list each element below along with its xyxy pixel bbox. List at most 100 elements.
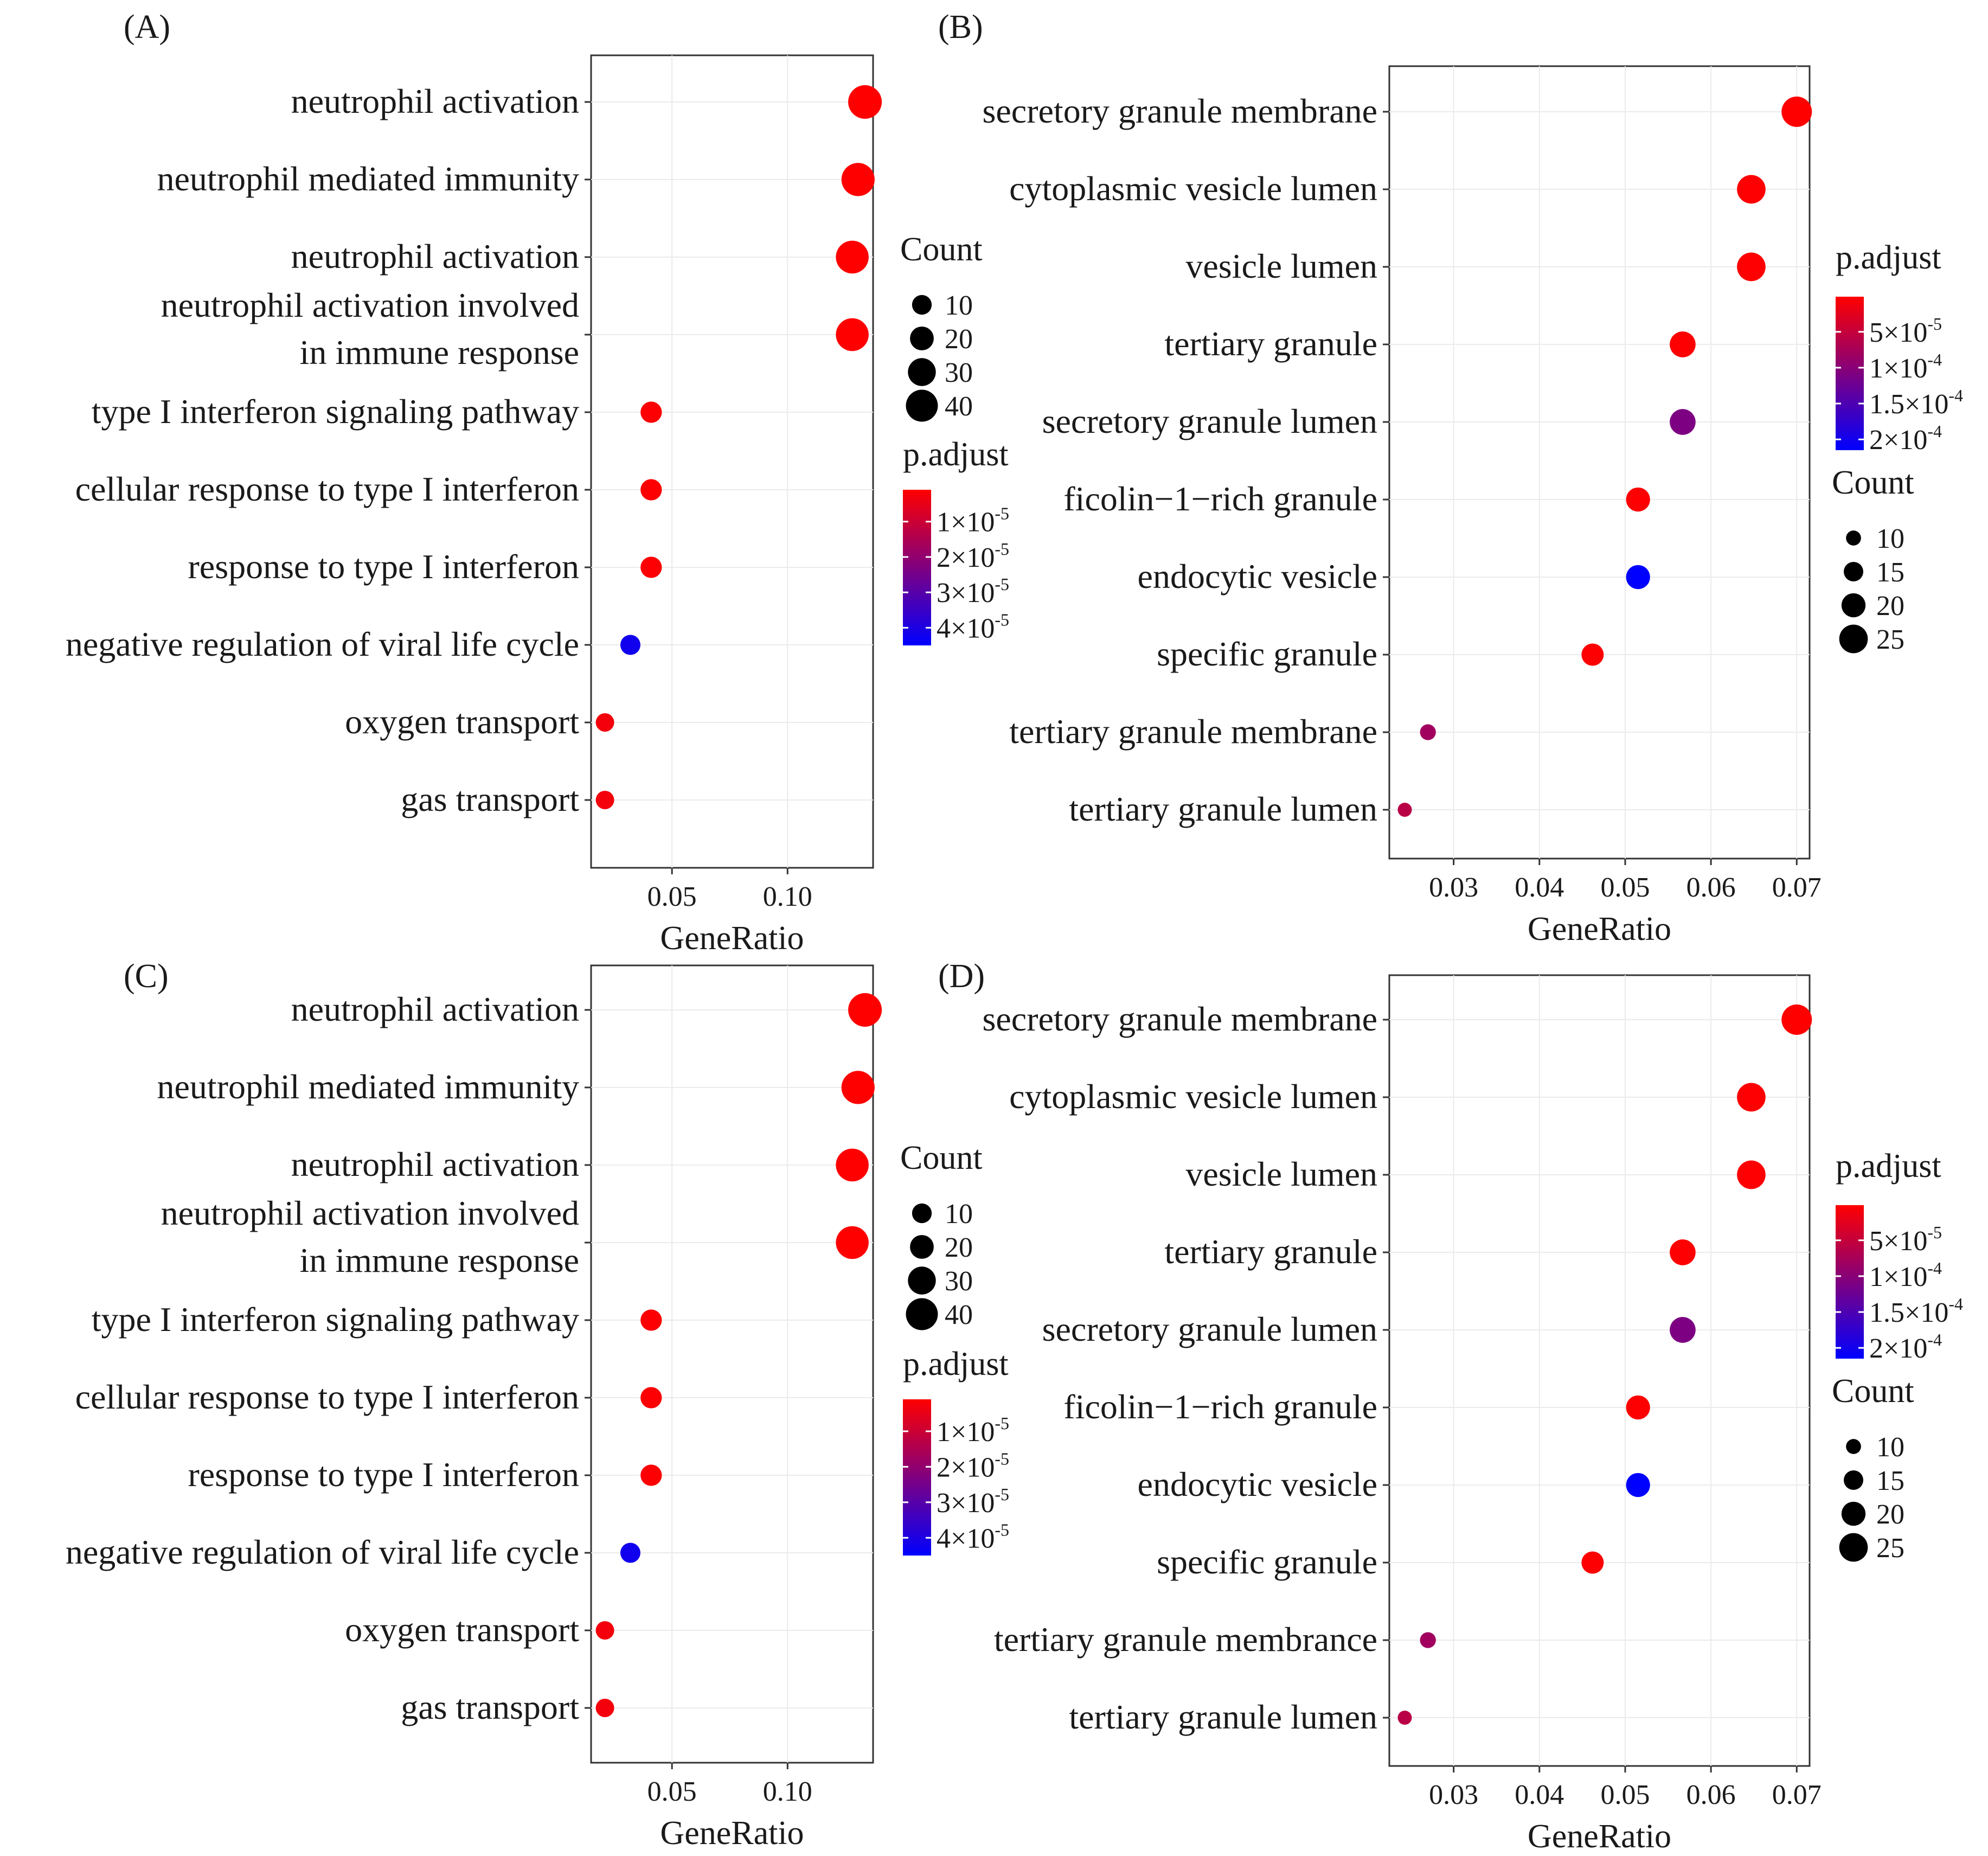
category-label: tertiary granule (1164, 1232, 1377, 1271)
plot-frame (590, 964, 874, 1764)
legend-count-label: 20 (1876, 591, 1904, 622)
category-label: gas transport (401, 780, 579, 818)
legend-colorbar (903, 490, 931, 645)
category-label: tertiary granule membrane (1009, 712, 1377, 751)
data-point (1670, 331, 1696, 357)
legend-padjust-label-exp: -4 (1927, 1330, 1942, 1349)
category-label: type I interferon signaling pathway (92, 1300, 579, 1339)
legend-padjust-label-base: 2×10 (937, 1452, 995, 1483)
data-point (640, 401, 662, 423)
legend-padjust-label-exp: -4 (1927, 350, 1942, 369)
legend-padjust-label: 4×10-5 (937, 610, 1009, 644)
legend-padjust-label-exp: -5 (995, 574, 1009, 594)
legend-padjust-label: 3×10-5 (937, 574, 1009, 609)
data-point (595, 1699, 614, 1717)
data-point (1397, 803, 1412, 817)
category-label: cytoplasmic vesicle lumen (1009, 169, 1377, 208)
data-point (1781, 97, 1812, 127)
legend-count-dot (912, 1203, 932, 1224)
data-point (1670, 1239, 1696, 1265)
x-tick-label: 0.06 (1686, 1780, 1736, 1810)
category-label: neutrophil activation involved (161, 286, 579, 324)
legend-count-label: 10 (945, 290, 973, 321)
legend-count-label: 10 (945, 1199, 973, 1230)
x-tick-label: 0.05 (1600, 872, 1650, 903)
legend-padjust-label: 1.5×10-4 (1869, 1294, 1963, 1328)
category-label: gas transport (401, 1688, 579, 1726)
data-point (620, 1543, 640, 1563)
category-label: tertiary granule lumen (1069, 790, 1377, 828)
panel-a: (A) neutrophil activation neutrophil media… (66, 9, 1009, 957)
data-point (1420, 724, 1436, 740)
x-axis-title: GeneRatio (660, 1815, 804, 1852)
legend-padjust-label-exp: -4 (1927, 421, 1942, 441)
legend-count-dot (1841, 593, 1866, 618)
legend-padjust-label: 5×10-5 (1869, 314, 1942, 348)
category-label: neutrophil mediated immunity (157, 1067, 579, 1106)
legend-count-title: Count (900, 1140, 983, 1176)
legend-padjust-label-exp: -4 (1948, 1294, 1963, 1314)
legend-count-dot (906, 1298, 938, 1330)
data-point (836, 1148, 869, 1182)
legend-padjust-label-base: 4×10 (937, 613, 995, 644)
category-label: response to type I interferon (188, 1455, 579, 1494)
data-point (836, 1226, 869, 1259)
category-label: ficolin−1−rich granule (1063, 1387, 1377, 1426)
legend-count-dot (908, 1266, 936, 1295)
x-tick-label: 0.05 (647, 1776, 697, 1807)
legend-padjust-label-base: 5×10 (1869, 317, 1927, 348)
legend-padjust-label-base: 1×10 (937, 1417, 995, 1448)
data-point (1626, 565, 1650, 590)
x-tick-label: 0.05 (1600, 1780, 1650, 1810)
legend-padjust-label-base: 1.5×10 (1869, 1297, 1948, 1328)
x-tick-label: 0.04 (1515, 1780, 1564, 1810)
legend-padjust-label: 5×10-5 (1869, 1223, 1942, 1257)
legend-padjust-title: p.adjust (903, 1346, 1009, 1383)
legend-count-label: 30 (945, 1266, 973, 1297)
category-label: neutrophil activation (291, 82, 579, 120)
legend-count-dot (906, 389, 938, 422)
category-label: neutrophil activation (291, 1145, 579, 1183)
legend-count-dot (1839, 1533, 1868, 1562)
data-point (1781, 1004, 1812, 1035)
x-tick-label: 0.07 (1772, 872, 1822, 903)
category-label: secretory granule membrane (982, 1000, 1377, 1038)
x-tick-label: 0.04 (1515, 872, 1564, 903)
legend-colorbar (1836, 1205, 1864, 1359)
legend-colorbar (903, 1399, 931, 1556)
legend-padjust-label: 1.5×10-4 (1869, 386, 1963, 420)
legend-padjust-label-base: 2×10 (1869, 1333, 1927, 1364)
data-point (640, 479, 662, 501)
data-point (1737, 1083, 1766, 1112)
panel-d: (D) secretory granule membrane cytoplasmic… (938, 958, 1963, 1855)
category-label: endocytic vesicle (1138, 557, 1377, 596)
legend-count-dot (912, 295, 932, 315)
legend-count-dot (1846, 530, 1861, 546)
legend-padjust-title: p.adjust (1836, 1148, 1941, 1185)
legend-colorbar (1836, 297, 1864, 450)
category-label: response to type I interferon (188, 547, 579, 586)
legend-padjust-label-exp: -5 (995, 1413, 1009, 1433)
category-label: secretory granule lumen (1042, 402, 1377, 440)
legend-padjust-label-base: 4×10 (937, 1523, 995, 1554)
legend-padjust-label-base: 2×10 (1869, 425, 1927, 456)
legend-count-dot (910, 327, 934, 350)
category-label: cytoplasmic vesicle lumen (1009, 1077, 1377, 1116)
data-point (1737, 175, 1766, 204)
category-label: tertiary granule lumen (1069, 1698, 1377, 1736)
legend-count-label: 15 (1876, 557, 1904, 588)
data-point (1670, 409, 1696, 435)
legend-padjust-label-base: 3×10 (937, 578, 995, 609)
legend-count-label: 25 (1876, 624, 1904, 655)
category-label: oxygen transport (345, 1610, 579, 1649)
legend-padjust-label-base: 1×10 (1869, 353, 1927, 384)
category-label: cellular response to type I interferon (75, 470, 579, 508)
data-point (848, 85, 882, 119)
legend-count-label: 20 (945, 1232, 973, 1263)
